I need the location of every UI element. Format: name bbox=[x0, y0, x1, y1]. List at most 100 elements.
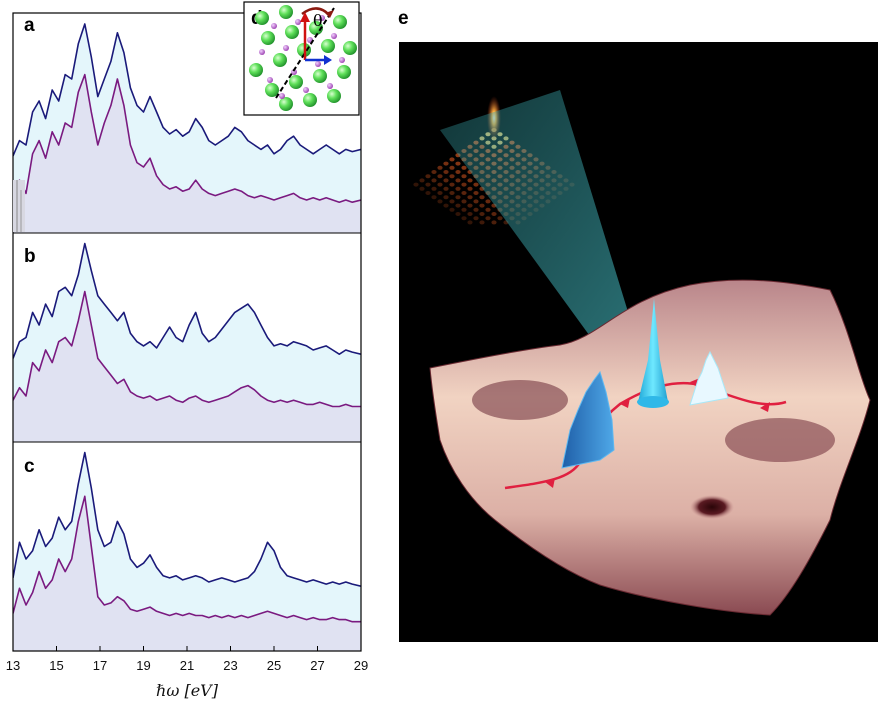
interference-fringe bbox=[479, 203, 485, 208]
interference-fringe bbox=[425, 174, 431, 179]
interference-fringe bbox=[491, 220, 497, 225]
interference-fringe bbox=[443, 195, 449, 200]
cyan-spike-cone bbox=[638, 298, 668, 402]
interference-fringe bbox=[449, 174, 455, 179]
green-atom bbox=[321, 39, 335, 53]
panel-c-upper-trace bbox=[13, 451, 361, 587]
purple-atom bbox=[319, 15, 325, 21]
interference-fringe bbox=[437, 199, 443, 204]
interference-fringe bbox=[473, 191, 479, 195]
purple-atom bbox=[259, 49, 265, 55]
panel-c-plot bbox=[13, 451, 361, 651]
x-tick-label-21: 21 bbox=[180, 658, 194, 673]
panel-b-lower-trace bbox=[13, 290, 361, 408]
green-atom bbox=[285, 25, 299, 39]
purple-atom bbox=[331, 33, 337, 39]
purple-atom bbox=[291, 69, 297, 75]
purple-atom bbox=[279, 93, 285, 99]
blue-wavepacket bbox=[561, 370, 615, 469]
panel-c-lower-trace-fill bbox=[13, 496, 361, 651]
interference-fringe bbox=[449, 157, 455, 162]
interference-fringe bbox=[473, 216, 479, 221]
rotation-axis-line bbox=[275, 7, 335, 99]
interference-fringe bbox=[437, 191, 443, 195]
x-tick-label-17: 17 bbox=[93, 658, 107, 673]
interference-fringe bbox=[413, 182, 419, 187]
interference-fringe bbox=[425, 191, 431, 195]
interference-fringe bbox=[443, 203, 449, 208]
rotation-arrowhead-icon bbox=[325, 10, 334, 18]
interference-fringe bbox=[479, 212, 485, 216]
panel-label-b: b bbox=[24, 246, 36, 267]
interference-fringe bbox=[485, 199, 491, 204]
interference-fringe bbox=[443, 170, 449, 174]
green-atom bbox=[303, 93, 317, 107]
panel-a-lower-trace bbox=[13, 73, 361, 203]
purple-atom bbox=[271, 23, 277, 29]
potential-energy-surface bbox=[429, 279, 871, 616]
interference-fringe bbox=[461, 207, 467, 212]
interference-fringe bbox=[419, 178, 425, 183]
green-atom bbox=[255, 11, 269, 25]
crystal-atoms bbox=[249, 5, 357, 111]
blue-arrowhead-icon bbox=[324, 55, 332, 65]
red-arrowhead-icon bbox=[300, 12, 310, 22]
green-atom bbox=[327, 89, 341, 103]
trajectory-arrow-4 bbox=[545, 478, 555, 488]
panel-label-e: e bbox=[398, 8, 409, 29]
trajectory-arrow-1 bbox=[760, 402, 770, 412]
potential-well-left bbox=[472, 380, 568, 420]
green-atom bbox=[343, 41, 357, 55]
interference-fringe bbox=[449, 182, 455, 187]
interference-fringe bbox=[437, 174, 443, 179]
interference-fringe bbox=[431, 186, 437, 191]
interference-fringe bbox=[461, 191, 467, 195]
panel-b-plot bbox=[13, 242, 361, 442]
interference-fringe bbox=[449, 191, 455, 195]
interference-fringe bbox=[467, 186, 473, 191]
white-wavepacket bbox=[689, 350, 729, 406]
green-atom bbox=[261, 31, 275, 45]
interference-fringe bbox=[485, 216, 491, 221]
interference-fringe bbox=[467, 203, 473, 208]
x-tick-label-29: 29 bbox=[354, 658, 368, 673]
purple-atom bbox=[303, 87, 309, 93]
x-axis-label: ℏω [eV] bbox=[156, 681, 219, 700]
interference-fringe bbox=[455, 161, 461, 166]
x-tick-label-15: 15 bbox=[49, 658, 63, 673]
interference-fringe bbox=[419, 186, 425, 191]
purple-atom bbox=[339, 57, 345, 63]
interference-fringe bbox=[443, 186, 449, 191]
interference-fringe bbox=[461, 165, 467, 170]
interference-fringe bbox=[473, 199, 479, 204]
x-tick-label-25: 25 bbox=[267, 658, 281, 673]
green-atom bbox=[313, 69, 327, 83]
interference-fringe bbox=[431, 170, 437, 174]
green-atom bbox=[333, 15, 347, 29]
green-atom bbox=[337, 65, 351, 79]
panel-label-a: a bbox=[24, 15, 35, 36]
cyan-spike-base bbox=[637, 396, 669, 408]
interference-fringe bbox=[461, 174, 467, 179]
interference-fringe bbox=[443, 161, 449, 166]
interference-fringe bbox=[431, 178, 437, 183]
green-atom bbox=[273, 53, 287, 67]
potential-well-front bbox=[690, 495, 734, 519]
interference-fringe bbox=[479, 220, 485, 225]
green-atom bbox=[265, 83, 279, 97]
interference-fringe bbox=[455, 212, 461, 216]
green-atom bbox=[249, 63, 263, 77]
interference-fringe bbox=[449, 165, 455, 170]
panel-a-plot bbox=[13, 23, 361, 233]
interference-fringe bbox=[425, 182, 431, 187]
purple-atom bbox=[267, 77, 273, 83]
interference-fringe bbox=[461, 182, 467, 187]
interference-fringe bbox=[455, 203, 461, 208]
green-atom bbox=[289, 75, 303, 89]
interference-fringe bbox=[455, 170, 461, 174]
interference-fringe bbox=[467, 195, 473, 200]
inset-d: d θ bbox=[243, 1, 360, 116]
panel-a-lower-trace-fill bbox=[13, 74, 361, 233]
x-tick-label-27: 27 bbox=[310, 658, 324, 673]
